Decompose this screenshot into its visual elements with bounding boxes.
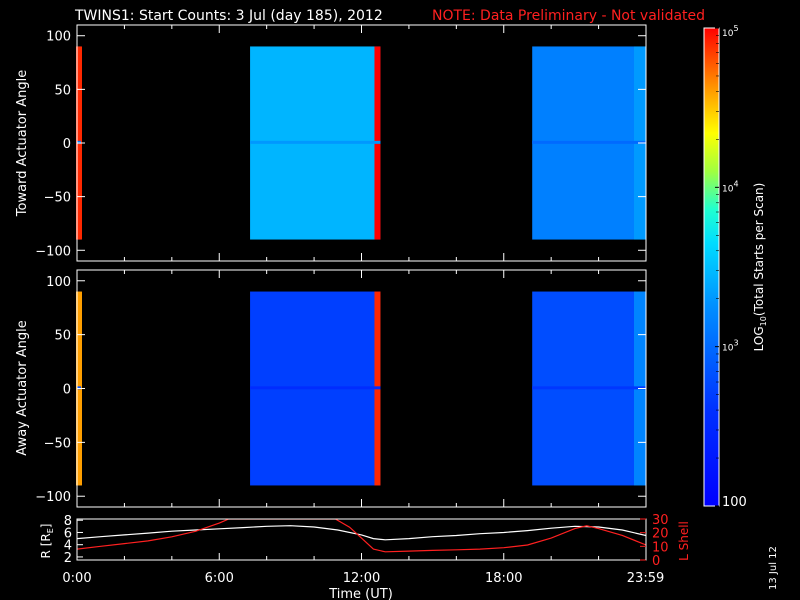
heatmap-band: [250, 386, 381, 390]
y-tick-label: 50: [54, 329, 71, 344]
heatmap-band: [250, 140, 381, 144]
radius-tick-label: 8: [64, 514, 72, 529]
away-x-ticks: [76, 270, 647, 507]
heatmap-band: [77, 386, 81, 390]
figure-title: TWINS1: Start Counts: 3 Jul (day 185), 2…: [74, 8, 383, 24]
preliminary-note: NOTE: Data Preliminary - Not validated: [432, 8, 705, 24]
colorbar-tick-label: 103: [722, 339, 739, 354]
y-tick-label: 50: [54, 83, 71, 98]
colorbar-gradient: [703, 27, 720, 507]
colorbar-tick-label: 105: [722, 24, 739, 39]
colorbar: 105 104 103 100 LOG10(Total Starts per Scan…: [703, 24, 768, 510]
radius-line: [77, 525, 646, 541]
heatmap-band: [532, 140, 646, 144]
lshell-tick-label: 30: [652, 513, 669, 528]
colorbar-label: LOG10(Total Starts per Scan): [752, 183, 768, 352]
lshell-tick-label: 0: [652, 554, 660, 569]
toward-y-label: Toward Actuator Angle: [15, 70, 30, 217]
y-tick-label: 0: [63, 383, 71, 398]
radius-tick-label: 6: [64, 526, 72, 541]
y-tick-label: −100: [35, 244, 71, 259]
time-axis: 0:00 6:00 12:00 18:00 23:59: [62, 553, 664, 586]
y-tick-label: 0: [63, 137, 71, 152]
time-tick-label: 18:00: [485, 571, 522, 586]
lshell-axis-label: L Shell: [677, 521, 691, 561]
radius-tick-label: 2: [64, 551, 72, 566]
toward-heatmap: [76, 46, 646, 240]
radius-tick-label: 4: [64, 539, 72, 554]
y-tick-label: 100: [46, 275, 71, 290]
colorbar-ticks: 105 104 103 100: [715, 24, 747, 510]
away-y-label: Away Actuator Angle: [15, 320, 30, 455]
colorbar-tick-label: 104: [722, 179, 739, 194]
heatmap-band: [77, 140, 81, 144]
time-tick-label: 6:00: [205, 571, 234, 586]
radius-axis-label: R [RE]: [39, 524, 55, 559]
y-tick-label: −50: [44, 191, 71, 206]
time-tick-label: 0:00: [62, 571, 91, 586]
toward-x-ticks: [76, 25, 647, 261]
heatmap-band: [532, 386, 646, 390]
lshell-tick-label: 20: [652, 527, 669, 542]
side-date-label: 13 Jul 12: [768, 546, 779, 590]
toward-y-axis: 100 50 0 −50 −100: [35, 30, 646, 259]
y-tick-label: −50: [44, 436, 71, 451]
y-tick-label: 100: [46, 30, 71, 45]
colorbar-tick-label: 100: [722, 495, 747, 510]
toward-panel: 100 50 0 −50 −100 Toward Actuator Angle: [15, 24, 647, 262]
away-panel: 100 50 0 −50 −100 Away Actuator Angle: [15, 269, 647, 508]
away-y-axis: 100 50 0 −50 −100: [35, 275, 646, 505]
lshell-tick-label: 10: [652, 540, 669, 555]
time-axis-label: Time (UT): [328, 587, 393, 600]
y-tick-label: −100: [35, 490, 71, 505]
time-tick-label: 12:00: [343, 571, 380, 586]
lshell-line: [77, 519, 646, 553]
time-tick-label: 23:59: [627, 571, 664, 586]
